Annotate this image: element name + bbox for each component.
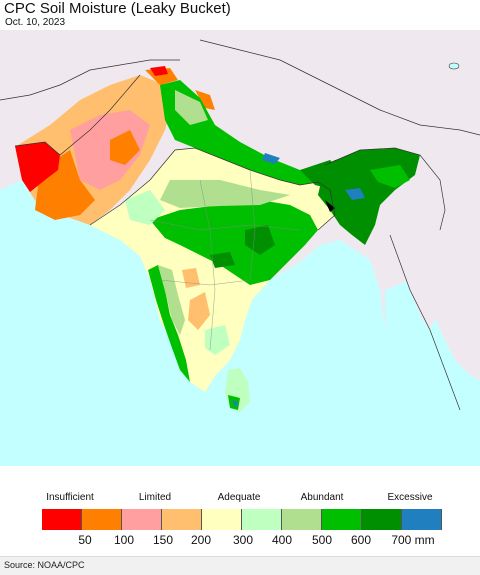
legend-swatch: [362, 509, 402, 530]
legend-tick: 50: [78, 533, 92, 547]
legend-tick: 500: [311, 533, 333, 547]
source-text: Source: NOAA/CPC: [4, 560, 85, 570]
legend-swatch: [122, 509, 162, 530]
legend-tick: 200: [190, 533, 212, 547]
ocean-area: [0, 180, 480, 466]
legend-swatch: [282, 509, 322, 530]
legend-swatch: [162, 509, 202, 530]
legend-tick: 600: [350, 533, 372, 547]
legend-swatch: [202, 509, 242, 530]
legend-category-abundant: Abundant: [300, 492, 344, 503]
legend-tick: 150: [152, 533, 174, 547]
region-central-green: [150, 200, 318, 285]
region-red: [15, 142, 60, 192]
legend-tick: 400: [271, 533, 293, 547]
legend-category-limited: Limited: [138, 492, 172, 503]
legend-swatch: [82, 509, 122, 530]
map-title: CPC Soil Moisture (Leaky Bucket): [4, 0, 231, 17]
legend-category-excessive: Excessive: [387, 492, 433, 503]
legend-category-insufficient: Insufficient: [46, 492, 94, 503]
legend-category-adequate: Adequate: [217, 492, 261, 503]
legend-tick: 700 mm: [391, 533, 435, 547]
legend-tick: 100: [113, 533, 135, 547]
legend-color-bar: [42, 509, 442, 530]
legend-swatch: [322, 509, 362, 530]
footer: Source: NOAA/CPC: [0, 556, 480, 575]
map-date: Oct. 10, 2023: [5, 17, 66, 28]
soil-moisture-map: [0, 30, 480, 466]
legend-swatch: [402, 509, 442, 530]
legend-swatch: [242, 509, 282, 530]
region-excessive: [345, 188, 365, 200]
legend-swatch: [42, 509, 82, 530]
legend-tick: 300: [232, 533, 254, 547]
